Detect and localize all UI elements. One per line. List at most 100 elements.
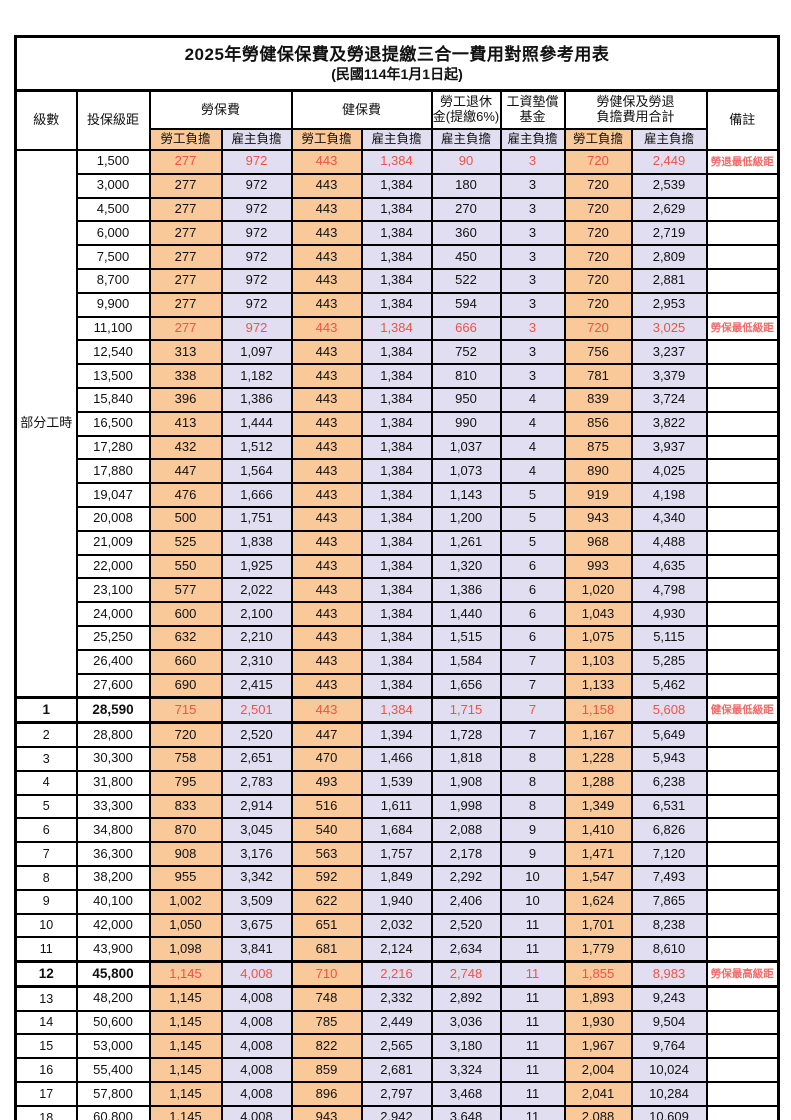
title-row: 2025年勞健保保費及勞退提繳三合一費用對照參考用表 (民國114年1月1日起): [13, 35, 781, 92]
cell-note: [705, 1081, 780, 1107]
cell-value: 4,008: [220, 985, 293, 1012]
cell-value: 2,004: [563, 1057, 633, 1084]
table-row: 11,100 277 972 443 1,384 666 3 720 3,025 勞保最低級距: [16, 315, 780, 342]
table-row: 15,840 396 1,386 443 1,384 950 4 839 3,724: [16, 386, 780, 413]
cell-value: 277: [148, 291, 223, 318]
cell-note: [705, 888, 780, 915]
cell-bracket: 34,800: [75, 817, 151, 844]
cell-value: 681: [290, 936, 363, 963]
cell-value: 443: [290, 196, 363, 223]
cell-value: 2,797: [360, 1081, 433, 1107]
cell-value: 1,838: [220, 529, 293, 556]
cell-level: 10: [14, 912, 78, 939]
cell-value: 622: [290, 888, 363, 915]
cell-value: 4,930: [630, 601, 708, 627]
cell-value: 1,050: [148, 912, 223, 939]
cell-value: 443: [290, 434, 363, 461]
cell-note: 健保最低級距: [705, 696, 780, 725]
cell-value: 810: [430, 363, 502, 389]
table-row: 15 53,000 1,145 4,008 822 2,565 3,180 11 1,967 9,…: [14, 1033, 780, 1060]
cell-value: 594: [430, 291, 502, 318]
cell-level: 17: [14, 1081, 78, 1107]
table-row: 25,250 632 2,210 443 1,384 1,515 6 1,075 5,115: [16, 624, 780, 651]
cell-value: 450: [430, 244, 502, 270]
cell-level: 7: [14, 841, 78, 867]
table-row: 13,500 338 1,182 443 1,384 810 3 781 3,379: [16, 363, 780, 389]
cell-level: 6: [14, 817, 78, 844]
cell-value: 3,176: [220, 841, 293, 867]
cell-value: 2,210: [220, 624, 293, 651]
cell-value: 4,340: [630, 505, 708, 532]
cell-value: 2,651: [220, 745, 293, 772]
cell-value: 1,384: [360, 577, 433, 604]
cell-value: 1,133: [563, 672, 633, 699]
cell-bracket: 13,500: [75, 363, 151, 389]
cell-value: 1,624: [563, 888, 633, 915]
table-row: 10 42,000 1,050 3,675 651 2,032 2,520 11 1,701 8,…: [14, 912, 780, 939]
header-row-groups: 級數 投保級距 勞保費 健保費 勞工退休 金(提繳6%) 工資墊償 基金 勞健保…: [14, 89, 780, 151]
cell-value: 1,384: [360, 601, 433, 627]
cell-value: 4,008: [220, 1009, 293, 1036]
cell-value: 7: [499, 696, 566, 725]
cell-value: 1,145: [148, 960, 223, 988]
subheader-health-employer: 雇主負擔: [360, 128, 433, 151]
cell-level: 15: [14, 1033, 78, 1060]
cell-value: 632: [148, 624, 223, 651]
table-row: 24,000 600 2,100 443 1,384 1,440 6 1,043 4,930: [16, 601, 780, 627]
cell-value: 890: [563, 458, 633, 485]
cell-level: 11: [14, 936, 78, 963]
cell-level: 3: [14, 745, 78, 772]
cell-note: [705, 339, 780, 366]
cell-value: 8: [499, 745, 566, 772]
cell-value: 1,967: [563, 1033, 633, 1060]
cell-value: 972: [220, 220, 293, 247]
cell-value: 2,881: [630, 267, 708, 294]
cell-value: 690: [148, 672, 223, 699]
cell-value: 1,288: [563, 769, 633, 796]
cell-value: 781: [563, 363, 633, 389]
cell-value: 839: [563, 386, 633, 413]
cell-value: 413: [148, 410, 223, 437]
cell-note: [705, 672, 780, 699]
cell-value: 720: [563, 172, 633, 199]
table-body: 2025年勞健保保費及勞退提繳三合一費用對照參考用表 (民國114年1月1日起)…: [13, 35, 781, 1120]
cell-value: 3,045: [220, 817, 293, 844]
row-group-label: 部分工時: [14, 149, 78, 699]
cell-value: 5,115: [630, 624, 708, 651]
cell-value: 4,008: [220, 1104, 293, 1120]
cell-note: 勞保最高級距: [705, 960, 780, 988]
cell-value: 5,462: [630, 672, 708, 699]
cell-bracket: 53,000: [75, 1033, 151, 1060]
table-row: 13 48,200 1,145 4,008 748 2,332 2,892 11 1,893 9,…: [14, 985, 780, 1012]
cell-value: 447: [290, 721, 363, 748]
cell-value: 1,182: [220, 363, 293, 389]
cell-value: 1,158: [563, 696, 633, 725]
cell-value: 180: [430, 172, 502, 199]
cell-value: 2,178: [430, 841, 502, 867]
cell-value: 1,145: [148, 1057, 223, 1084]
cell-value: 6: [499, 577, 566, 604]
col-header-bracket: 投保級距: [75, 89, 151, 151]
cell-value: 748: [290, 985, 363, 1012]
cell-bracket: 31,800: [75, 769, 151, 796]
cell-value: 6: [499, 624, 566, 651]
cell-value: 1,261: [430, 529, 502, 556]
cell-value: 443: [290, 386, 363, 413]
cell-value: 1,103: [563, 648, 633, 675]
cell-value: 4,008: [220, 1081, 293, 1107]
cell-bracket: 1,500: [75, 149, 151, 175]
cell-value: 10: [499, 864, 566, 891]
cell-note: [705, 196, 780, 223]
cell-bracket: 43,900: [75, 936, 151, 963]
cell-value: 1,384: [360, 363, 433, 389]
col-header-level: 級數: [14, 89, 78, 151]
cell-value: 11: [499, 1081, 566, 1107]
cell-value: 972: [220, 149, 293, 175]
cell-value: 577: [148, 577, 223, 604]
cell-value: 5,608: [630, 696, 708, 725]
cell-value: 7,120: [630, 841, 708, 867]
cell-bracket: 36,300: [75, 841, 151, 867]
cell-note: [705, 458, 780, 485]
cell-value: 1,384: [360, 220, 433, 247]
cell-value: 563: [290, 841, 363, 867]
